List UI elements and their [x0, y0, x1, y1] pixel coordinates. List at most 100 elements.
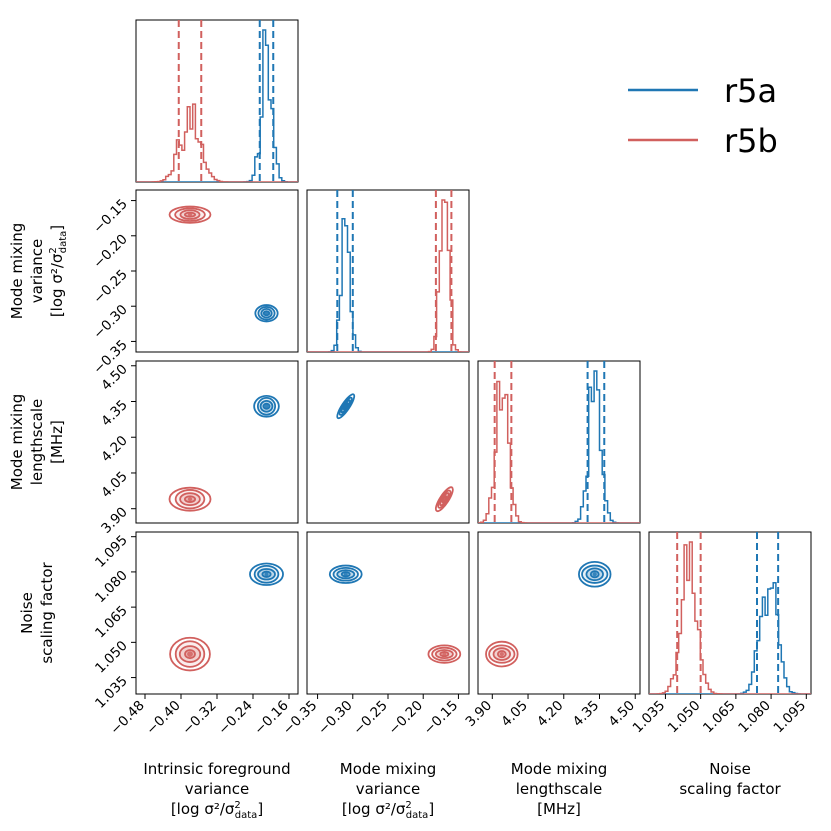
panel-frame	[135, 360, 299, 524]
contour-r5b-level-1	[485, 640, 519, 668]
y-axis-label-mmv-line-2: [log σ²/σ2data]	[48, 225, 69, 317]
panel-frame	[477, 531, 641, 695]
contour-panel-mmv-vs-mml	[306, 360, 470, 524]
contour-r5b-level-1	[169, 636, 211, 672]
y-tick-label-mml-0: 3.90	[98, 504, 131, 537]
x-tick-label-noise-2: 1.065	[700, 698, 739, 737]
x-tick-label-fg-0: −0.48	[107, 698, 148, 739]
hist-r5a-fg	[136, 29, 298, 182]
y-tick-label-noise-0: 1.035	[92, 673, 131, 712]
panel-frame	[306, 360, 470, 524]
x-tick-label-mml-3: 4.35	[570, 698, 603, 731]
y-axis-label-mml-line-1: lengthscale	[28, 399, 46, 485]
x-tick-label-mmv-4: −0.15	[421, 698, 462, 739]
contour-r5b-peak	[187, 651, 193, 657]
hist-r5a-noise	[649, 581, 811, 694]
y-tick-label-noise-4: 1.095	[92, 532, 131, 571]
contour-r5a-peak	[343, 572, 348, 577]
hist-panel-noise	[648, 531, 812, 695]
y-axis-label-mml-line-2: [MHz]	[48, 420, 66, 464]
hist-r5b-mml	[478, 380, 640, 523]
x-tick-label-fg-2: −0.32	[179, 698, 220, 739]
contour-r5b-peak	[188, 212, 192, 217]
x-axis-label-fg-line-0: Intrinsic foreground	[143, 760, 290, 778]
x-axis-label-noise-line-1: scaling factor	[679, 780, 781, 798]
contour-panel-fg-vs-mmv	[135, 189, 299, 353]
y-axis-label-mmv-line-1: variance	[28, 239, 46, 304]
y-tick-label-mml-3: 4.35	[98, 397, 131, 430]
panel-frame	[306, 189, 470, 353]
x-tick-label-mmv-1: −0.30	[315, 698, 356, 739]
panel-frame	[306, 531, 470, 695]
contour-panel-mmv-vs-noise	[306, 531, 470, 695]
y-axis-label-noise-line-0: Noise	[18, 592, 36, 634]
x-tick-label-mml-1: 4.05	[498, 698, 531, 731]
contour-r5a-level-1	[249, 562, 284, 586]
x-axis-label-mml-line-2: [MHz]	[537, 800, 581, 818]
x-axis-label-mml-line-1: lengthscale	[516, 780, 602, 798]
contour-r5a-level-1	[253, 394, 280, 418]
x-axis-label-mmv-line-1: variance	[356, 780, 421, 798]
contour-r5b-peak	[442, 652, 447, 657]
hist-panel-mmv	[306, 189, 470, 353]
contour-r5a-peak	[264, 311, 269, 316]
x-tick-label-noise-4: 1.095	[770, 698, 809, 737]
contour-panel-fg-vs-mml	[135, 360, 299, 524]
y-tick-label-noise-2: 1.065	[92, 603, 131, 642]
contour-r5b-peak	[442, 497, 447, 502]
y-axis-label-mml-line-0: Mode mixing	[8, 394, 26, 491]
y-tick-label-mml-1: 4.05	[98, 468, 131, 501]
contour-r5a-level-1	[254, 304, 279, 323]
legend-label-r5a: r5a	[724, 72, 777, 110]
panel-frame	[477, 360, 641, 524]
contour-r5b-peak	[187, 497, 193, 502]
y-tick-label-mmv-1: −0.30	[90, 302, 131, 343]
x-tick-label-fg-3: −0.24	[215, 698, 256, 739]
panel-frame	[135, 189, 299, 353]
contour-r5a-level-1	[328, 564, 363, 584]
legend-label-r5b: r5b	[724, 122, 778, 160]
x-axis-label-mml-line-0: Mode mixing	[511, 760, 608, 778]
contour-panel-fg-vs-noise	[135, 531, 299, 695]
x-axis-label-mmv-line-0: Mode mixing	[340, 760, 437, 778]
x-axis-label-fg-line-2: [log σ²/σ2 data]	[171, 800, 263, 821]
contour-r5b-level-1	[168, 486, 212, 512]
y-tick-label-mmv-3: −0.20	[90, 231, 131, 272]
contour-r5b-level-1	[434, 486, 454, 513]
hist-r5a-mmv	[307, 217, 469, 352]
x-tick-label-mmv-3: −0.20	[385, 698, 426, 739]
y-tick-label-mmv-2: −0.25	[90, 267, 131, 308]
x-tick-label-noise-3: 1.080	[735, 698, 774, 737]
contour-panel-mml-vs-noise	[477, 531, 641, 695]
contour-r5b-peak	[499, 652, 504, 657]
panel-frame	[648, 531, 812, 695]
y-tick-label-mmv-4: −0.15	[90, 196, 131, 237]
hist-r5a-mml	[478, 370, 640, 523]
hist-r5b-fg	[136, 103, 298, 182]
contour-r5a-peak	[264, 572, 269, 577]
y-axis-label-noise-line-1: scaling factor	[38, 562, 56, 664]
y-axis-label-mmv-line-0: Mode mixing	[8, 223, 26, 320]
x-tick-label-mmv-2: −0.25	[350, 698, 391, 739]
x-axis-label-mmv-line-2: [log σ²/σ2 data]	[342, 800, 434, 821]
contour-r5a-peak	[264, 404, 269, 409]
x-tick-label-mml-0: 3.90	[463, 698, 496, 731]
contour-r5b-level-1	[427, 644, 462, 664]
x-tick-label-fg-1: −0.40	[143, 698, 184, 739]
hist-r5b-noise	[649, 541, 811, 694]
contour-r5a-level-1	[578, 560, 612, 588]
y-tick-label-noise-3: 1.080	[92, 567, 131, 606]
contour-r5b-level-1	[168, 205, 212, 224]
x-axis-label-fg-line-1: variance	[185, 780, 250, 798]
y-tick-label-noise-1: 1.050	[92, 638, 131, 677]
hist-r5b-mmv	[307, 199, 469, 352]
x-tick-label-noise-0: 1.035	[630, 698, 669, 737]
x-axis-label-noise-line-0: Noise	[709, 760, 751, 778]
contour-r5a-peak	[343, 404, 348, 409]
contour-r5a-peak	[592, 572, 597, 577]
panel-frame	[135, 531, 299, 695]
hist-panel-mml	[477, 360, 641, 524]
x-tick-label-noise-1: 1.050	[665, 698, 704, 737]
